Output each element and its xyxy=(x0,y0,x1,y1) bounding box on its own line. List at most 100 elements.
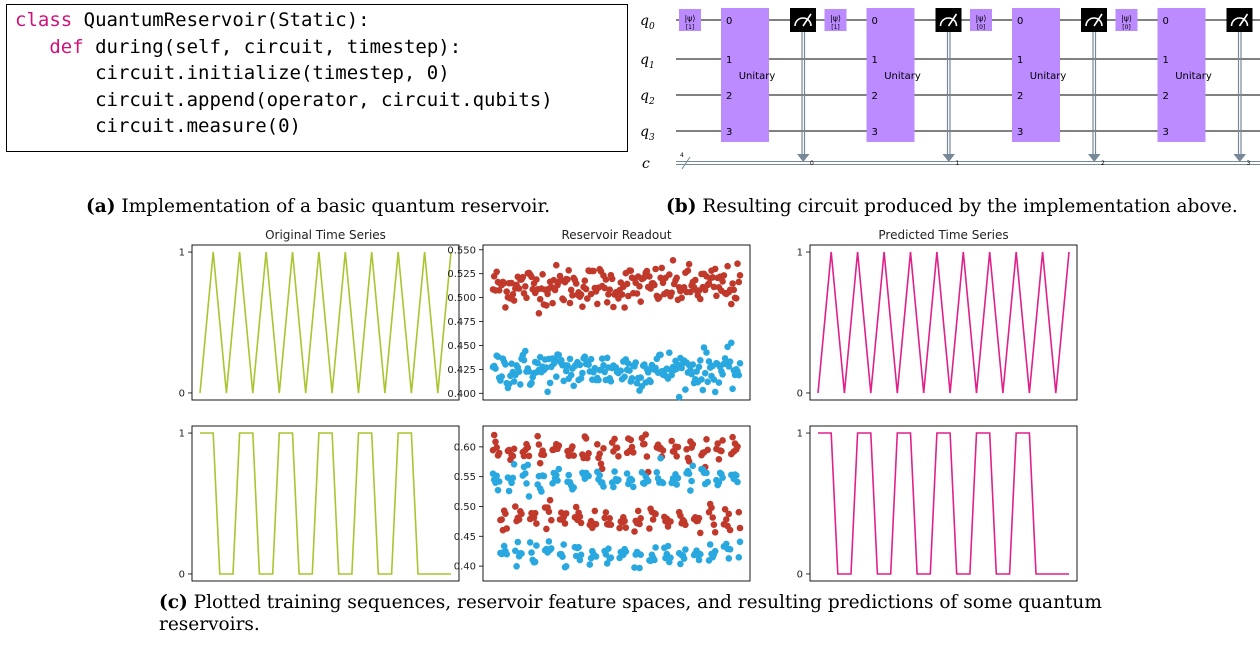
scatter-point xyxy=(522,283,529,290)
y-tick-label: 1 xyxy=(797,429,803,440)
scatter-point xyxy=(615,476,622,484)
scatter-point xyxy=(555,351,563,359)
measure-gate: 0 xyxy=(790,8,816,167)
scatter-point xyxy=(555,442,563,449)
classical-count: 4 xyxy=(680,152,684,159)
scatter-point xyxy=(736,272,744,279)
code-text: circuit.initialize(timestep, 0) xyxy=(95,62,450,84)
scatter-point xyxy=(522,347,529,355)
scatter-point xyxy=(636,283,643,290)
scatter-point xyxy=(528,379,535,387)
y-tick-label: 0 xyxy=(797,388,803,399)
plot-title: Predicted Time Series xyxy=(878,228,1008,242)
scatter-point xyxy=(520,452,528,460)
scatter-point xyxy=(734,478,741,486)
scatter-point xyxy=(546,496,554,504)
scatter-point xyxy=(581,277,589,284)
scatter-point xyxy=(579,303,586,310)
scatter-point xyxy=(585,472,592,480)
scatter-point xyxy=(503,288,511,295)
scatter-point xyxy=(585,450,592,457)
scatter-point xyxy=(570,484,577,491)
scatter-point xyxy=(576,513,584,520)
scatter-point xyxy=(685,458,693,465)
scatter-point xyxy=(685,470,693,477)
scatter-point xyxy=(536,459,544,467)
scatter-point xyxy=(577,291,585,298)
scatter-point xyxy=(577,519,585,527)
scatter-point xyxy=(500,542,508,550)
qubit-label: q3 xyxy=(640,124,655,143)
scatter-point xyxy=(704,378,711,386)
scatter-point xyxy=(562,563,570,570)
scatter-point xyxy=(688,370,695,378)
scatter-point xyxy=(736,538,744,546)
measure-icon xyxy=(1226,8,1253,32)
scatter-point xyxy=(543,525,550,533)
unitary-box xyxy=(721,8,769,142)
scatter-point xyxy=(715,479,723,486)
y-tick-label: 0 xyxy=(179,569,185,580)
scatter-point xyxy=(597,460,605,468)
scatter-point xyxy=(508,279,515,287)
scatter-point xyxy=(533,542,540,549)
code-keyword: class xyxy=(15,9,73,31)
init-gate-sub: [1] xyxy=(831,24,840,31)
scatter-point xyxy=(509,291,517,298)
scatter-point xyxy=(733,472,740,479)
plot-frame xyxy=(191,244,460,401)
scatter-point xyxy=(548,516,555,524)
scatter-point xyxy=(684,267,692,274)
scatter-point xyxy=(498,373,506,380)
measure-gate: 3 xyxy=(1226,8,1253,167)
scatter-point xyxy=(553,261,560,269)
scatter-point xyxy=(587,355,595,363)
scatter-point xyxy=(711,529,719,536)
scatter-point xyxy=(647,378,654,386)
scatter-point xyxy=(613,444,621,452)
scatter-point xyxy=(710,283,718,291)
scatter-point xyxy=(633,379,641,387)
scatter-point xyxy=(637,551,644,558)
series-line xyxy=(199,251,452,394)
scatter-point xyxy=(623,280,631,288)
scatter-point xyxy=(611,435,618,443)
scatter-point xyxy=(598,465,606,473)
unitary-label: Unitary xyxy=(1175,71,1212,82)
classical-slash xyxy=(681,156,691,170)
meter-needle xyxy=(1093,13,1103,27)
plot-panel: 0.550 0.525 0.500 0.475 0.450 0.425 0.400 xyxy=(447,244,751,401)
measure-icon xyxy=(1081,8,1107,32)
meter-needle xyxy=(947,13,958,27)
scatter-point xyxy=(600,445,607,452)
scatter-point xyxy=(590,267,597,275)
scatter-point xyxy=(564,362,571,369)
scatter-point xyxy=(701,369,709,377)
scatter-point xyxy=(657,454,664,462)
init-gate-sub: [0] xyxy=(1122,24,1131,31)
scatter-point xyxy=(610,303,617,311)
scatter-point xyxy=(706,541,714,548)
scatter-point xyxy=(576,361,584,369)
scatter-point xyxy=(682,546,689,553)
scatter-point xyxy=(700,344,708,351)
meter-needle xyxy=(1238,13,1249,27)
scatter-point xyxy=(719,437,726,444)
measure-gate: 1 xyxy=(935,8,962,167)
scatter-point xyxy=(539,271,546,278)
unitary-port: 2 xyxy=(726,91,732,102)
measure-bit-label: 0 xyxy=(810,160,814,167)
scatter-point xyxy=(728,339,735,347)
scatter-point xyxy=(512,547,519,555)
scatter-point xyxy=(524,461,532,469)
scatter-point xyxy=(631,528,638,535)
init-gate-label: |ψ⟩ xyxy=(684,14,695,23)
measure-arrow xyxy=(942,154,955,162)
scatter-point xyxy=(699,386,707,394)
scatter-point xyxy=(492,438,499,446)
scatter-point xyxy=(606,286,613,293)
scatter-point xyxy=(711,388,719,396)
scatter-point xyxy=(719,278,726,285)
unitary-port: 0 xyxy=(1017,16,1023,27)
scatter-point xyxy=(724,262,731,270)
